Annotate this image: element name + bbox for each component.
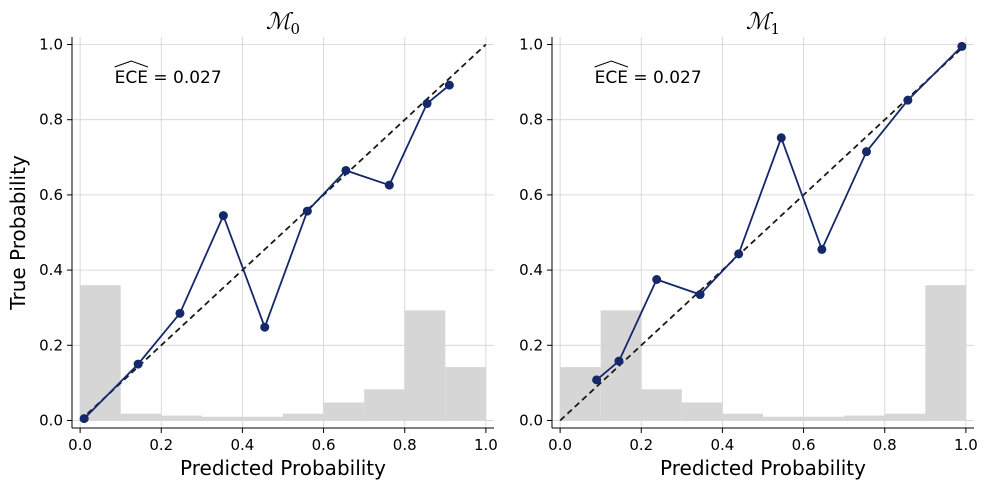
histogram-bar [404, 310, 446, 421]
calibration-point [133, 359, 143, 369]
y-tick-label: 0.8 [39, 111, 63, 129]
histogram-bar [201, 416, 243, 421]
ece-hat-mark [114, 60, 149, 68]
y-tick-label: 0.4 [519, 261, 543, 279]
ece-value: = 0.027 [628, 68, 702, 88]
x-tick-label: 0.0 [68, 436, 92, 454]
x-axis-title: Predicted Probability [660, 456, 866, 480]
calibration-point [592, 375, 602, 385]
ece-annotation: ECE = 0.027 [595, 68, 702, 88]
histogram-bar [844, 415, 885, 421]
chart-panel-m1: 0.0 0.2 0.4 0.6 0.8 1.0 0.0 0.2 0.4 0.6 0.8 1.0 Pred… [519, 9, 978, 480]
calibration-point [957, 41, 967, 51]
calibration-point [734, 249, 744, 259]
ece-annotation: ECE = 0.027 [115, 68, 222, 88]
x-tick-label: 0.8 [393, 436, 417, 454]
y-tick-label: 0.0 [39, 411, 63, 429]
histogram-bar [763, 416, 804, 421]
y-tick-label: 0.6 [519, 186, 543, 204]
panel-title: ℳ0 [266, 9, 300, 38]
calibration-point [302, 206, 312, 216]
y-axis-title: True Probability [6, 155, 30, 311]
calibration-point [817, 244, 827, 254]
calibration-point [175, 308, 185, 318]
calibration-curve [83, 84, 450, 420]
x-tick-label: 0.2 [629, 436, 653, 454]
histogram-bar [884, 413, 926, 421]
panel-title-subscript: 0 [291, 20, 301, 38]
ece-hat-mark [594, 60, 629, 68]
calibration-point [341, 165, 351, 175]
x-tick-label: 1.0 [474, 436, 498, 454]
y-tick-label: 0.2 [39, 336, 63, 354]
x-tick-label: 0.2 [149, 436, 173, 454]
x-tick-label: 0.0 [548, 436, 572, 454]
panel-title: ℳ1 [746, 9, 780, 38]
calibration-point [218, 211, 228, 221]
x-tick-label: 0.6 [312, 436, 336, 454]
y-tick-label: 0.0 [519, 411, 543, 429]
histogram-bar [323, 402, 365, 421]
calibration-point [260, 322, 270, 332]
chart-panel-m0: 0.0 0.2 0.4 0.6 0.8 1.0 0.0 0.2 0.4 0.6 0.8 1.0 Pred… [6, 9, 498, 480]
calibration-point [776, 133, 786, 143]
calibration-curve [596, 45, 963, 381]
y-tick-label: 0.2 [519, 336, 543, 354]
calibration-point [384, 180, 394, 190]
histogram-bar [641, 389, 682, 421]
histogram-bar [803, 416, 845, 421]
histogram-bar [681, 402, 723, 421]
calibration-point [903, 95, 913, 105]
histogram-bar [242, 416, 283, 421]
perfect-calibration-line [79, 43, 487, 422]
x-tick-label: 1.0 [954, 436, 978, 454]
histogram-bar [80, 285, 121, 421]
histogram-bar [445, 367, 486, 421]
histogram-bar [722, 413, 763, 421]
histogram-bar [364, 389, 405, 421]
histogram-bar [283, 413, 324, 421]
perfect-calibration-line [559, 43, 967, 422]
calibration-point [79, 414, 89, 424]
y-tick-label: 1.0 [39, 36, 63, 54]
calibration-point [422, 99, 432, 109]
calibration-point [614, 356, 624, 366]
y-tick-label: 0.4 [39, 261, 63, 279]
y-tick-label: 0.8 [519, 111, 543, 129]
histogram-bar [120, 413, 162, 421]
ece-label: ECE [595, 68, 628, 88]
ece-value: = 0.027 [148, 68, 222, 88]
ece-label: ECE [115, 68, 148, 88]
panel-title-subscript: 1 [771, 20, 781, 38]
histogram-bar [161, 415, 202, 421]
calibration-point [652, 274, 662, 284]
x-tick-label: 0.8 [873, 436, 897, 454]
histogram-bar [925, 285, 966, 421]
calibration-point [861, 147, 871, 157]
x-tick-label: 0.4 [230, 436, 254, 454]
panel-title-symbol: ℳ [266, 9, 294, 35]
calibration-point [695, 290, 705, 300]
panel-title-symbol: ℳ [746, 9, 774, 35]
y-tick-label: 1.0 [519, 36, 543, 54]
y-tick-label: 0.6 [39, 186, 63, 204]
x-tick-label: 0.6 [792, 436, 816, 454]
x-tick-label: 0.4 [710, 436, 734, 454]
histogram-bar [560, 367, 601, 421]
calibration-point [444, 80, 454, 90]
x-axis-title: Predicted Probability [180, 456, 386, 480]
